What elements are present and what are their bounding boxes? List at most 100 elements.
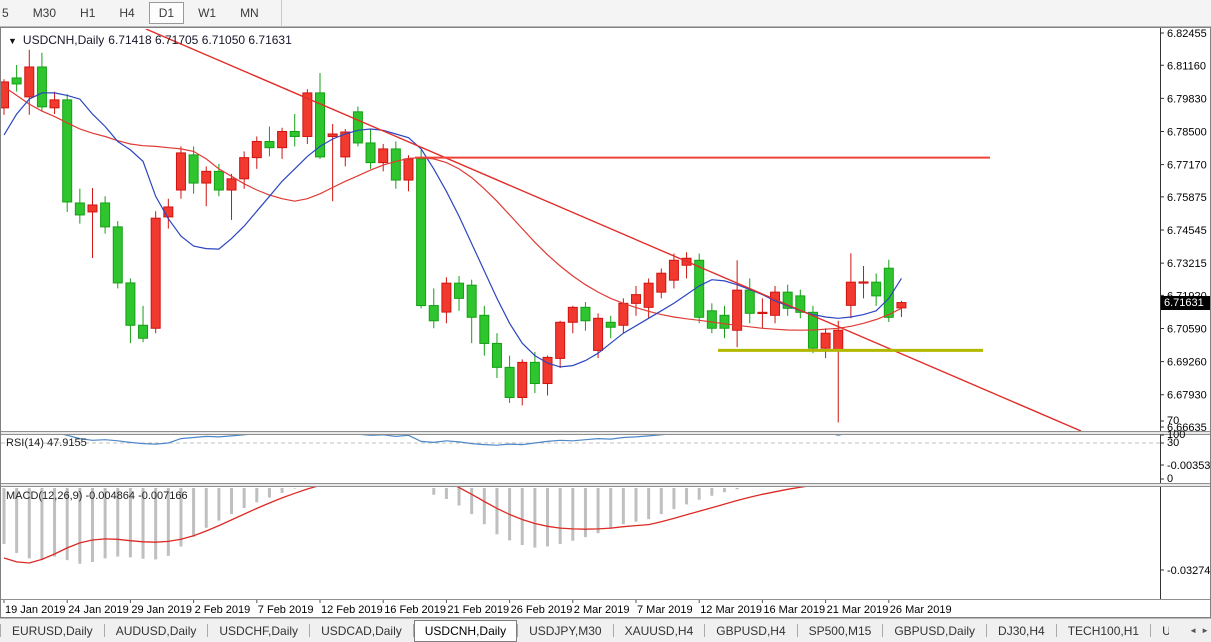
macd-indicator-label: MACD(12,26,9) -0.004864 -0.007166 (6, 490, 188, 502)
svg-text:6.77170: 6.77170 (1167, 160, 1207, 172)
macd-bar (482, 488, 486, 525)
candle-body (175, 152, 186, 191)
candle-body (517, 361, 528, 398)
candle-body (757, 311, 768, 315)
svg-text:6.78500: 6.78500 (1167, 127, 1207, 139)
tab-scroll-left-icon[interactable]: ◄ (1189, 626, 1198, 635)
candle-body (24, 66, 35, 98)
tab-tech100-h1[interactable]: TECH100,H1 (1067, 623, 1140, 638)
candle-body (403, 158, 414, 181)
candle-body (845, 281, 856, 306)
macd-bar (685, 488, 689, 505)
date-axis: 19 Jan 2019 24 Jan 2019 29 Jan 2019 2 Feb 2… (3, 600, 952, 616)
candle-body (479, 314, 490, 344)
date-label: 16 Mar 2019 (763, 604, 825, 616)
descending-trendline[interactable] (145, 29, 1082, 431)
tab-gbpusd-h4[interactable]: GBPUSD,H4 (716, 623, 786, 638)
main-price-pane (1, 29, 1082, 431)
svg-text:6.75875: 6.75875 (1167, 192, 1207, 204)
candle-body (340, 131, 351, 158)
tab-ui[interactable]: UI (1151, 621, 1169, 641)
macd-bar (90, 488, 94, 562)
macd-bar (78, 488, 82, 564)
candle-body (11, 77, 22, 85)
candle-body (201, 170, 212, 184)
tab-audusd-daily[interactable]: AUDUSD,Daily (115, 623, 197, 638)
candle-body (896, 302, 907, 309)
tab-separator (1150, 624, 1152, 637)
date-label: 16 Feb 2019 (384, 604, 446, 616)
tab-separator (882, 624, 884, 637)
macd-bar (166, 488, 170, 556)
date-label: 21 Mar 2019 (827, 604, 889, 616)
candle-body (858, 281, 869, 284)
macd-bar (470, 488, 474, 515)
ma-slow-line (3, 86, 902, 331)
candle-body (315, 92, 325, 158)
candle-body (36, 66, 47, 108)
toolbar-divider (280, 0, 282, 27)
timeframe-button-h1[interactable]: H1 (80, 6, 96, 20)
tab-usdcad-daily[interactable]: USDCAD,Daily (321, 623, 402, 638)
macd-bar (2, 488, 6, 544)
candle-body (150, 217, 161, 329)
macd-bar (609, 488, 613, 529)
pane-splitter[interactable] (1, 431, 1210, 435)
macd-bar (242, 488, 246, 509)
candle-body (428, 305, 439, 322)
rsi-line (62, 435, 842, 446)
collapse-arrow-icon[interactable]: ▼ (8, 36, 17, 46)
candle-body (87, 204, 98, 213)
chart-canvas[interactable]: 6.82455 6.81160 6.79830 6.78500 6.77170 6.758… (0, 27, 1211, 618)
timeframe-button-d1[interactable]: D1 (148, 2, 185, 24)
timeframe-button-h4[interactable]: H4 (119, 6, 135, 20)
candle-body (213, 170, 224, 191)
macd-bar (722, 488, 726, 493)
macd-bar (735, 488, 739, 490)
date-label: 12 Mar 2019 (700, 604, 762, 616)
tab-scroll-right-icon[interactable]: ► (1201, 626, 1209, 635)
candle-body (302, 92, 313, 137)
tabs-holder: EURUSD,Daily AUDUSD,Daily USDCHF,Daily USDC… (0, 619, 1169, 642)
macd-bar (583, 488, 587, 538)
macd-axis-label: -0.003537 (1167, 460, 1211, 472)
macd-bar (697, 488, 701, 500)
tab-sp500-m15[interactable]: SP500,M15 (808, 623, 872, 638)
timeframe-button-5[interactable]: 5 (2, 6, 9, 20)
current-price-badge: 6.71631 (1161, 295, 1210, 310)
tab-xauusd-h4[interactable]: XAUUSD,H4 (624, 623, 694, 638)
macd-bar (53, 488, 57, 557)
price-axis: 6.82455 6.81160 6.79830 6.78500 6.77170 6.758… (1160, 28, 1207, 434)
rsi-axis-label: 30 (1167, 437, 1179, 449)
pane-splitter[interactable] (1, 483, 1210, 487)
macd-bar (255, 488, 259, 503)
candle-body (289, 131, 300, 137)
tab-eurusd-daily[interactable]: EURUSD,Daily (12, 623, 93, 638)
svg-text:6.73215: 6.73215 (1167, 258, 1207, 270)
candle-body (656, 272, 667, 293)
tab-usdjpy-m30[interactable]: USDJPY,M30 (529, 623, 602, 638)
macd-bar (65, 488, 69, 561)
timeframe-button-m30[interactable]: M30 (32, 6, 57, 20)
tab-separator (517, 624, 519, 637)
tab-usdchf-daily[interactable]: USDCHF,Daily (219, 623, 299, 638)
candle-body (618, 302, 629, 326)
tab-usdcnh-daily[interactable]: USDCNH,Daily (413, 619, 518, 642)
tab-separator (1055, 624, 1057, 637)
macd-signal-line (3, 487, 807, 564)
tab-gbpusd-daily[interactable]: GBPUSD,Daily (894, 623, 976, 638)
tab-dj30-h4[interactable]: DJ30,H4 (998, 623, 1045, 638)
candle-body (226, 178, 237, 191)
macd-bar (659, 488, 663, 515)
timeframe-button-w1[interactable]: W1 (198, 6, 217, 20)
chart-window: 6.82455 6.81160 6.79830 6.78500 6.77170 6.758… (0, 27, 1211, 618)
macd-bar (141, 488, 145, 559)
tab-separator (309, 624, 311, 637)
svg-text:6.67930: 6.67930 (1167, 390, 1207, 402)
date-label: 26 Mar 2019 (890, 604, 952, 616)
tab-separator (612, 624, 614, 637)
macd-bar (672, 488, 676, 510)
macd-bar (27, 488, 31, 559)
timeframe-button-mn[interactable]: MN (240, 6, 259, 20)
